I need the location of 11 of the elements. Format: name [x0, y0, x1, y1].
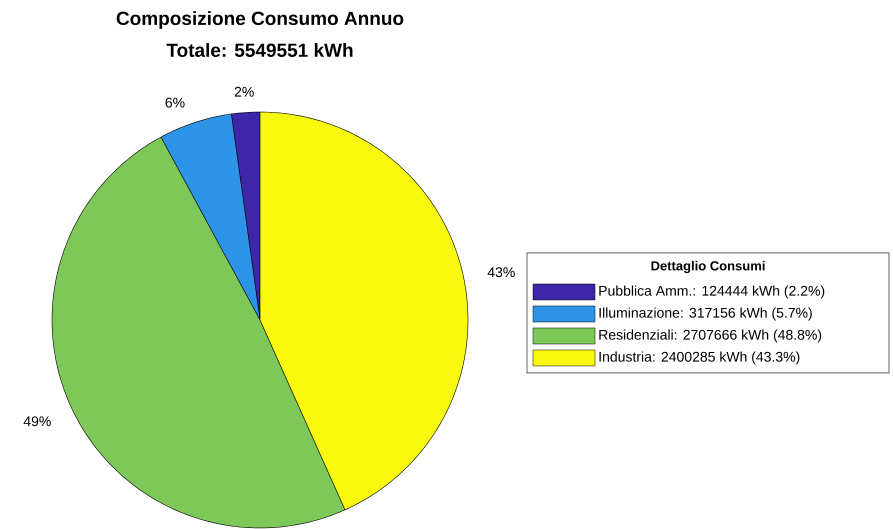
legend-label: Industria: 2400285 kWh (43.3%) [599, 351, 800, 365]
data-label: 49% [24, 416, 51, 426]
legend-label: Illuminazione: 317156 kWh (5.7%) [599, 307, 812, 321]
chart-subtitle: Totale: 5549551 kWh [166, 43, 352, 57]
legend-label: Pubblica Amm.: 124444 kWh (2.2%) [599, 285, 824, 299]
data-label: 6% [166, 98, 185, 108]
data-label: 2% [234, 86, 254, 97]
legend-title: Dettaglio Consumi [651, 260, 764, 274]
data-label: 43% [488, 267, 515, 278]
chart-title: Composizione Consumo Annuo [116, 11, 404, 29]
legend-label: Residenziali: 2707666 kWh (48.8%) [599, 329, 822, 343]
